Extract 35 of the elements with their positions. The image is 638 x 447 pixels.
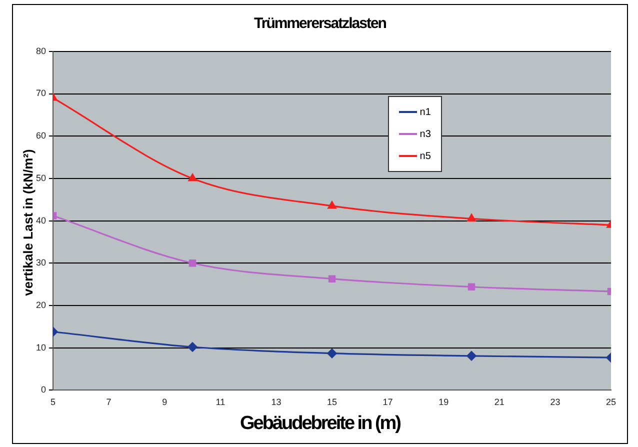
y-tick-label: 80 — [36, 46, 46, 56]
x-tick-label: 13 — [271, 397, 282, 408]
x-tick-label: 19 — [438, 397, 449, 408]
point — [466, 351, 476, 361]
legend-label: n3 — [420, 128, 431, 140]
point — [328, 201, 336, 209]
y-tick-label: 20 — [36, 300, 46, 310]
point — [327, 348, 337, 358]
point — [328, 275, 336, 282]
y-tick-label: 60 — [36, 130, 46, 141]
x-tick-label: 9 — [162, 397, 168, 408]
x-tick-label: 21 — [494, 397, 504, 408]
x-tick-label: 11 — [216, 397, 226, 408]
x-tick-label: 17 — [382, 397, 393, 408]
x-tick-label: 23 — [550, 397, 560, 408]
x-tick-label: 25 — [606, 397, 616, 408]
x-tick-label: 7 — [106, 397, 112, 408]
y-tick-label: 40 — [36, 215, 46, 226]
y-tick-label: 30 — [36, 258, 46, 268]
x-axis-title: Gebäudebreite in (m) — [238, 413, 402, 435]
legend-label: n5 — [420, 150, 431, 162]
x-tick-label: 5 — [50, 397, 56, 408]
y-tick-label: 50 — [36, 172, 46, 183]
y-tick-label: 70 — [36, 88, 46, 98]
legend-label: n1 — [420, 106, 431, 118]
y-tick-label: 10 — [36, 342, 46, 352]
point — [188, 260, 196, 267]
point — [188, 174, 197, 182]
point — [188, 342, 198, 352]
y-tick-label: 0 — [40, 384, 46, 395]
point — [467, 214, 476, 222]
x-tick-label: 15 — [327, 397, 338, 408]
chart-title: Trümmerersatzlasten — [253, 15, 387, 32]
y-axis-title: vertikale Last in (kN/m²) — [20, 148, 36, 298]
point — [468, 283, 476, 290]
